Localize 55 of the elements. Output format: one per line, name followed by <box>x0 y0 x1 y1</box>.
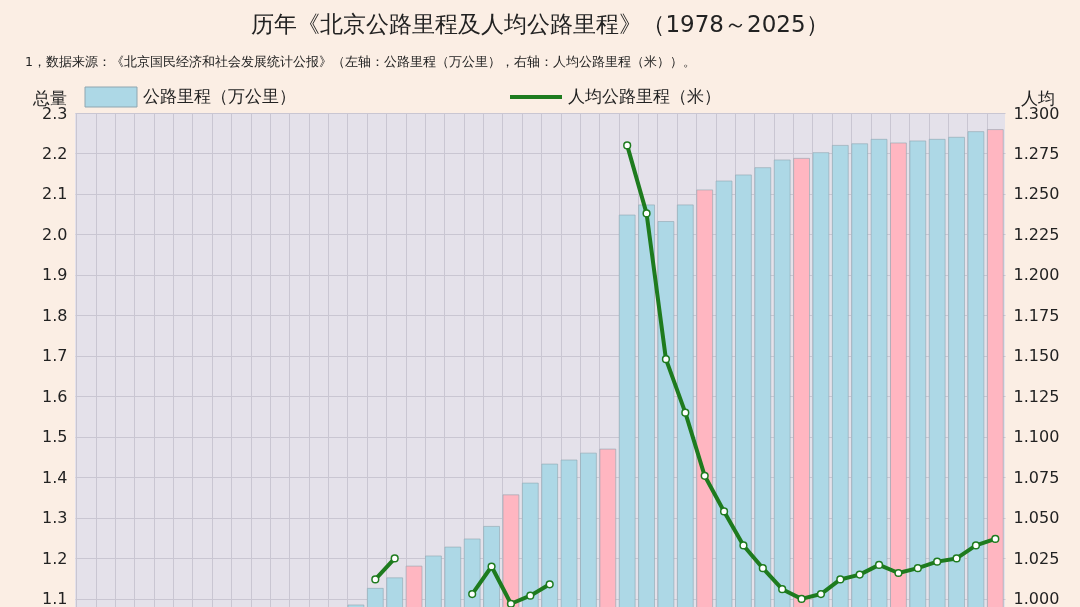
point <box>971 541 981 550</box>
y-tick-label: 2.0 <box>42 224 68 244</box>
point <box>816 589 826 599</box>
point <box>700 471 709 480</box>
y2-tick-label: 1.250 <box>1013 184 1060 204</box>
y-tick-label: 1.1 <box>42 589 68 607</box>
y-tick-label: 2.1 <box>42 184 68 204</box>
point <box>371 575 380 584</box>
y2-tick-label: 1.000 <box>1013 589 1060 607</box>
point <box>739 541 748 550</box>
legend-label: 公路里程（万公里） <box>143 86 296 106</box>
y-tick-label: 1.4 <box>42 467 68 487</box>
point <box>758 564 767 573</box>
point <box>642 209 651 218</box>
y-tick-label: 1.9 <box>42 265 68 285</box>
y2-tick-label: 1.275 <box>1013 143 1060 163</box>
point <box>661 355 671 364</box>
point <box>836 575 845 584</box>
legend-label: 人均公路里程（米） <box>568 86 721 106</box>
y-tick-label: 1.8 <box>42 305 68 325</box>
point <box>952 554 961 563</box>
y-tick-label: 1.2 <box>42 548 68 568</box>
point <box>487 562 496 571</box>
y2-tick-label: 1.075 <box>1013 467 1060 487</box>
point <box>991 534 1000 544</box>
y-tick-label: 1.5 <box>42 427 68 447</box>
y2-tick-label: 1.150 <box>1013 346 1060 366</box>
point <box>623 141 632 150</box>
y-tick-label: 2.2 <box>42 143 68 163</box>
point <box>545 580 554 589</box>
point <box>894 568 903 578</box>
y-tick-label: 1.3 <box>42 508 68 528</box>
y2-tick-label: 1.125 <box>1013 386 1060 406</box>
point <box>778 585 787 594</box>
y2-tick-label: 1.100 <box>1013 427 1060 447</box>
y-tick-label: 1.7 <box>42 346 68 366</box>
point <box>913 564 922 573</box>
y2-tick-label: 1.175 <box>1013 305 1060 325</box>
point <box>390 554 399 563</box>
y2-tick-label: 1.050 <box>1013 508 1060 528</box>
y2-tick-label: 1.200 <box>1013 265 1060 285</box>
point <box>506 599 516 607</box>
chart-title: 历年《北京公路里程及人均公路里程》（1978～2025） <box>251 11 829 37</box>
point <box>855 570 864 579</box>
point <box>526 591 535 600</box>
y2-tick-label: 1.225 <box>1013 224 1060 244</box>
point <box>468 589 477 599</box>
point <box>797 594 806 603</box>
y-tick-label: 1.6 <box>42 386 68 406</box>
point <box>874 560 884 569</box>
text: 1，数据来源：《北京国民经济和社会发展统计公报》（左轴：公路里程（万公里），右轴：人均公路里程（米））。 <box>25 54 696 69</box>
point <box>681 408 690 417</box>
point <box>933 557 942 566</box>
point <box>719 507 729 516</box>
y2-tick-label: 1.025 <box>1013 548 1060 568</box>
